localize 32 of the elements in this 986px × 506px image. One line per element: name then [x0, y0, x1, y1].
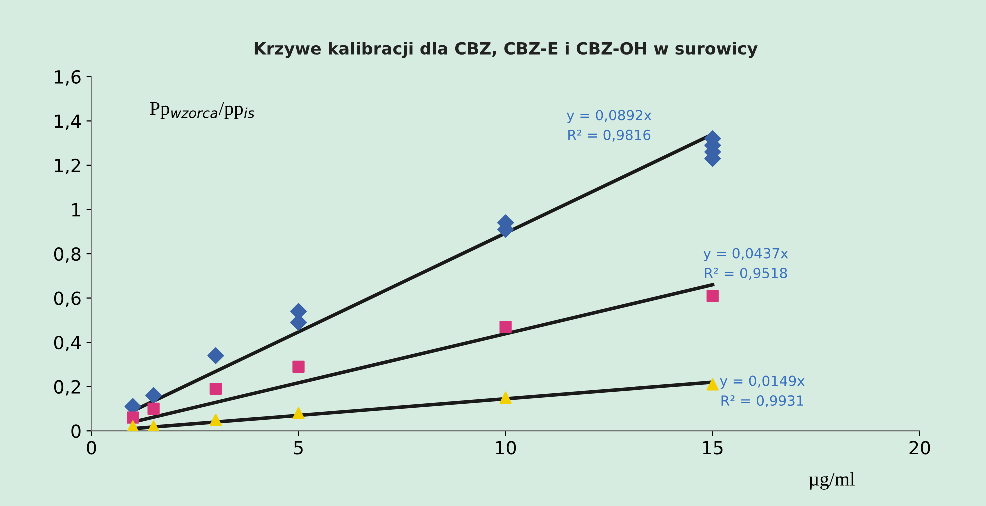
x-tick-label: 10	[496, 441, 516, 455]
x-tick-label: 5	[294, 441, 303, 455]
y-tick-label: 1,2	[55, 158, 80, 174]
x-tick-label: 15	[703, 441, 723, 455]
y-tick-label: 0,8	[54, 247, 81, 263]
point	[292, 360, 305, 373]
point	[210, 382, 222, 396]
y-tick-label: 0,2	[54, 380, 80, 396]
y-tick-label: 1,4	[55, 114, 81, 130]
point	[706, 378, 719, 391]
point	[208, 348, 224, 364]
point	[500, 392, 512, 404]
x-tick-label: 20	[910, 441, 930, 455]
y-tick-label: 1,6	[55, 70, 81, 86]
point	[210, 414, 222, 426]
y-tick-label: 0,4	[54, 336, 81, 352]
annotation: y = 0,0437x R² = 0,9518	[704, 248, 788, 280]
x-axis-title: µg/ml	[809, 472, 855, 490]
point	[146, 387, 162, 404]
x-tick-label: 0	[87, 441, 96, 455]
point	[292, 407, 305, 420]
point	[500, 320, 512, 334]
y-tick-label: 0,6	[54, 292, 81, 308]
point	[706, 290, 719, 302]
chart-title: Krzywe kalibracji dla CBZ, CBZ-E i CBZ-OH w surowicy	[254, 42, 758, 58]
y-axis-title: Pp$_{wzorca}$/pp$_{is}$	[150, 102, 255, 120]
y-tick-label: 0	[72, 424, 81, 438]
point	[148, 402, 160, 416]
y-tick-label: 1	[72, 203, 80, 217]
annotation: y = 0,0149x R² = 0,9931	[720, 376, 805, 408]
point	[127, 412, 140, 424]
annotation: y = 0,0892x R² = 0,9816	[567, 110, 652, 142]
